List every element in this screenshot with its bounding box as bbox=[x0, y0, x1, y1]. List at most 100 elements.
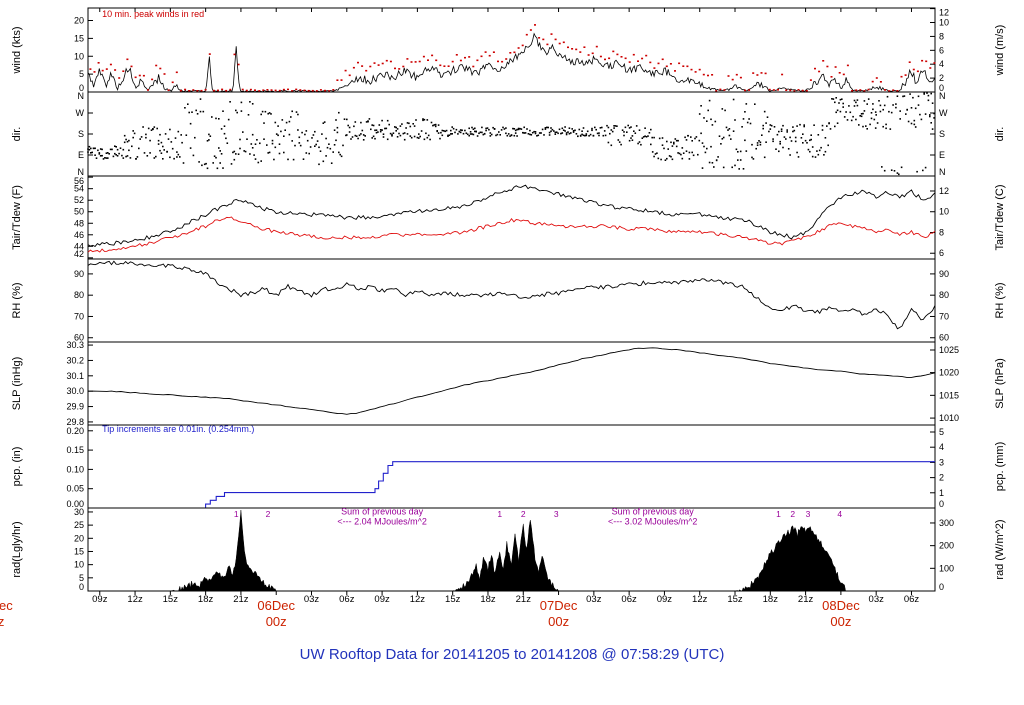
direction-dot bbox=[668, 155, 671, 157]
y-tick-label-left: 0 bbox=[79, 83, 84, 93]
direction-dot bbox=[374, 137, 376, 140]
direction-dot bbox=[179, 156, 181, 158]
y-tick-label-right: 60 bbox=[939, 333, 949, 343]
peak-wind-dot bbox=[793, 90, 796, 92]
direction-dot bbox=[169, 128, 171, 131]
direction-dot bbox=[469, 133, 472, 135]
peak-wind-dot bbox=[282, 88, 285, 91]
direction-dot bbox=[498, 131, 500, 133]
direction-dot bbox=[121, 154, 123, 157]
direction-dot bbox=[437, 132, 440, 134]
peak-wind-dot bbox=[89, 68, 92, 70]
direction-dot bbox=[803, 125, 805, 128]
x-tick-label: 03z bbox=[586, 594, 602, 605]
peak-wind-dot bbox=[851, 90, 854, 92]
direction-dot bbox=[474, 130, 476, 133]
direction-dot bbox=[647, 135, 649, 137]
peak-wind-dot bbox=[266, 89, 269, 91]
direction-dot bbox=[745, 150, 748, 152]
peak-wind-dot bbox=[777, 89, 779, 91]
direction-dot bbox=[381, 129, 383, 131]
direction-dot bbox=[145, 133, 147, 136]
peak-wind-dot bbox=[332, 89, 335, 91]
direction-dot bbox=[123, 141, 126, 144]
direction-dot bbox=[558, 128, 561, 131]
y-tick-label-left: 46 bbox=[74, 230, 84, 240]
direction-dot bbox=[229, 101, 231, 103]
peak-wind-dot bbox=[464, 56, 466, 59]
direction-dot bbox=[513, 128, 516, 130]
direction-dot bbox=[633, 130, 635, 132]
direction-dot bbox=[657, 157, 660, 160]
direction-dot bbox=[357, 137, 359, 140]
direction-dot bbox=[318, 163, 320, 166]
direction-dot bbox=[523, 132, 525, 134]
direction-dot bbox=[212, 162, 214, 164]
peak-wind-dot bbox=[916, 70, 919, 73]
direction-dot bbox=[638, 129, 641, 131]
peak-wind-dot bbox=[126, 58, 129, 61]
direction-dot bbox=[869, 123, 871, 126]
direction-dot bbox=[621, 129, 624, 131]
direction-dot bbox=[346, 134, 348, 136]
direction-dot bbox=[789, 136, 791, 139]
direction-dot bbox=[219, 162, 221, 164]
direction-dot bbox=[199, 110, 202, 113]
direction-dot bbox=[377, 131, 379, 133]
direction-dot bbox=[707, 109, 709, 112]
axis-label-right-tair: Tair/Tdew (C) bbox=[994, 184, 1006, 250]
direction-dot bbox=[577, 135, 579, 138]
y-tick-label-left: 0.00 bbox=[66, 499, 84, 509]
direction-dot bbox=[447, 135, 449, 137]
direction-dot bbox=[826, 125, 828, 127]
series-solar_radiation_lgly_hr bbox=[88, 510, 935, 592]
direction-dot bbox=[513, 134, 516, 137]
direction-dot bbox=[316, 140, 319, 142]
peak-wind-dot bbox=[488, 54, 491, 57]
direction-dot bbox=[834, 125, 836, 128]
y-tick-label-right: 100 bbox=[939, 563, 954, 573]
direction-dot bbox=[772, 140, 774, 143]
direction-dot bbox=[162, 145, 164, 148]
peak-wind-dot bbox=[418, 60, 421, 63]
panel-annotation: <--- 2.04 MJoules/m^2 bbox=[337, 517, 427, 527]
direction-dot bbox=[251, 147, 254, 149]
direction-dot bbox=[610, 129, 613, 131]
direction-dot bbox=[728, 134, 731, 137]
direction-dot bbox=[856, 104, 859, 107]
direction-dot bbox=[896, 172, 899, 174]
direction-dot bbox=[420, 130, 423, 132]
panel-annotation: Tip increments are 0.01in. (0.254mm.) bbox=[102, 424, 254, 434]
direction-dot bbox=[479, 131, 482, 134]
direction-dot bbox=[433, 124, 436, 126]
x-tick-label: 18z bbox=[198, 594, 214, 605]
direction-dot bbox=[890, 111, 893, 114]
direction-dot bbox=[745, 103, 748, 105]
peak-wind-dot bbox=[443, 65, 446, 67]
direction-dot bbox=[284, 129, 286, 131]
direction-dot bbox=[860, 115, 863, 118]
peak-wind-dot bbox=[307, 89, 310, 92]
direction-dot bbox=[765, 122, 767, 124]
peak-wind-dot bbox=[287, 88, 289, 91]
direction-dot bbox=[418, 137, 420, 139]
direction-dot bbox=[240, 110, 243, 112]
peak-wind-dot bbox=[554, 38, 557, 41]
y-tick-label-left: 0.15 bbox=[66, 445, 84, 455]
direction-dot bbox=[832, 98, 835, 100]
direction-dot bbox=[302, 158, 305, 160]
date-label-hour: 00z bbox=[830, 614, 851, 629]
direction-dot bbox=[483, 132, 486, 135]
direction-dot bbox=[306, 139, 309, 142]
direction-dot bbox=[469, 131, 472, 133]
direction-dot bbox=[694, 137, 696, 140]
y-tick-label-right: 10 bbox=[939, 207, 949, 217]
direction-dot bbox=[564, 130, 566, 132]
direction-dot bbox=[413, 135, 416, 138]
peak-wind-dot bbox=[645, 54, 648, 57]
direction-dot bbox=[574, 129, 576, 132]
direction-dot bbox=[263, 138, 265, 140]
direction-dot bbox=[254, 143, 257, 145]
peak-wind-dot bbox=[641, 57, 644, 60]
